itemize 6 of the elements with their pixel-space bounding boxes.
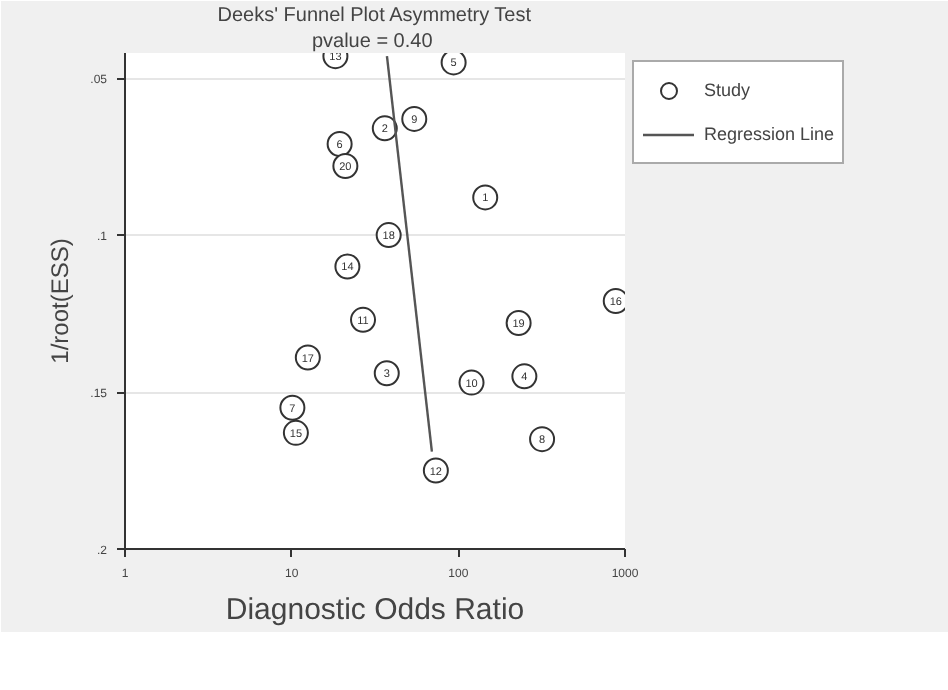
y-axis-title: 1/root(ESS) <box>46 238 75 364</box>
chart-title: Deeks' Funnel Plot Asymmetry Test <box>217 5 532 27</box>
legend-label: Regression Line <box>704 124 835 144</box>
legend-label: Study <box>704 80 751 100</box>
x-axis-title: Diagnostic Odds Ratio <box>225 593 525 627</box>
chart-subtitle: pvalue = 0.40 <box>311 31 434 53</box>
